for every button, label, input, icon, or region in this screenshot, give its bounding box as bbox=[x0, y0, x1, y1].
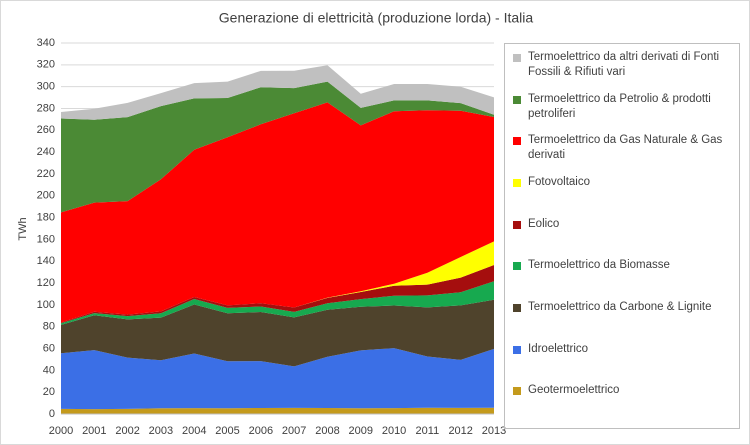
y-tick-label: 240 bbox=[37, 146, 55, 158]
legend-label: Eolico bbox=[528, 217, 560, 230]
legend-label: Idroelettrico bbox=[528, 342, 589, 355]
legend-swatch bbox=[513, 179, 521, 187]
legend-label: Termoelettrico da Gas Naturale & Gas der… bbox=[528, 134, 723, 162]
x-tick-label: 2005 bbox=[215, 425, 239, 437]
legend-item: Idroelettrico bbox=[513, 342, 735, 357]
area bbox=[61, 102, 494, 323]
x-tick-label: 2008 bbox=[315, 425, 339, 437]
legend-label: Termoelettrico da Petrolio & prodotti pe… bbox=[528, 92, 711, 120]
x-tick-label: 2012 bbox=[448, 425, 472, 437]
area bbox=[61, 264, 494, 324]
legend-swatch bbox=[513, 137, 521, 146]
area bbox=[61, 348, 494, 410]
x-tick-label: 2004 bbox=[182, 425, 206, 437]
legend-swatch bbox=[513, 387, 521, 396]
legend-item: Termoelettrico da Petrolio & prodotti pe… bbox=[513, 92, 735, 122]
y-tick-label: 160 bbox=[37, 233, 55, 245]
legend-label: Termoelettrico da Biomasse bbox=[528, 259, 670, 272]
legend-item: Geotermoelettrico bbox=[513, 383, 735, 398]
y-axis-label: TWh bbox=[17, 217, 29, 240]
y-tick-label: 100 bbox=[37, 299, 55, 311]
x-tick-label: 2003 bbox=[149, 425, 173, 437]
legend: Termoelettrico da altri derivati di Font… bbox=[504, 43, 740, 429]
x-tick-label: 2002 bbox=[115, 425, 139, 437]
legend-swatch bbox=[513, 304, 521, 312]
y-tick-label: 140 bbox=[37, 255, 55, 267]
y-tick-label: 40 bbox=[43, 364, 55, 376]
area bbox=[61, 299, 494, 367]
legend-item: Fotovoltaico bbox=[513, 175, 735, 190]
y-tick-label: 260 bbox=[37, 124, 55, 136]
y-tick-label: 280 bbox=[37, 102, 55, 114]
y-tick-label: 120 bbox=[37, 277, 55, 289]
x-tick-label: 2010 bbox=[382, 425, 406, 437]
area bbox=[61, 65, 494, 120]
y-tick-label: 220 bbox=[37, 168, 55, 180]
legend-label: Geotermoelettrico bbox=[528, 384, 620, 397]
x-tick-label: 2009 bbox=[349, 425, 373, 437]
area bbox=[61, 281, 494, 325]
legend-label: Termoelettrico da altri derivati di Font… bbox=[528, 51, 720, 78]
y-tick-label: 0 bbox=[49, 408, 55, 420]
legend-swatch bbox=[513, 262, 521, 271]
x-tick-label: 2000 bbox=[49, 425, 73, 437]
legend-swatch bbox=[513, 54, 521, 62]
legend-label: Fotovoltaico bbox=[528, 176, 591, 188]
x-tick-label: 2001 bbox=[82, 425, 106, 437]
area bbox=[61, 407, 494, 414]
legend-swatch bbox=[513, 95, 521, 104]
legend-label: Termoelettrico da Carbone & Lignite bbox=[528, 301, 712, 313]
x-tick-label: 2013 bbox=[482, 425, 506, 437]
y-tick-label: 200 bbox=[37, 190, 55, 202]
y-tick-label: 320 bbox=[37, 59, 55, 71]
y-tick-label: 20 bbox=[43, 386, 55, 398]
legend-swatch bbox=[513, 345, 521, 354]
legend-item: Eolico bbox=[513, 217, 735, 232]
area bbox=[61, 241, 494, 323]
y-tick-label: 340 bbox=[37, 37, 55, 49]
chart-title: Generazione di elettricità (produzione l… bbox=[219, 10, 534, 26]
x-tick-label: 2007 bbox=[282, 425, 306, 437]
y-tick-label: 300 bbox=[37, 81, 55, 93]
legend-swatch bbox=[513, 220, 521, 229]
y-tick-label: 80 bbox=[43, 321, 55, 333]
x-tick-label: 2006 bbox=[249, 425, 273, 437]
legend-item: Termoelettrico da Gas Naturale & Gas der… bbox=[513, 133, 735, 163]
legend-item: Termoelettrico da Biomasse bbox=[513, 258, 735, 273]
y-tick-label: 180 bbox=[37, 211, 55, 223]
legend-item: Termoelettrico da altri derivati di Font… bbox=[513, 50, 735, 80]
x-tick-label: 2011 bbox=[416, 425, 440, 437]
legend-item: Termoelettrico da Carbone & Lignite bbox=[513, 300, 735, 315]
y-tick-label: 60 bbox=[43, 342, 55, 354]
area bbox=[61, 81, 494, 213]
